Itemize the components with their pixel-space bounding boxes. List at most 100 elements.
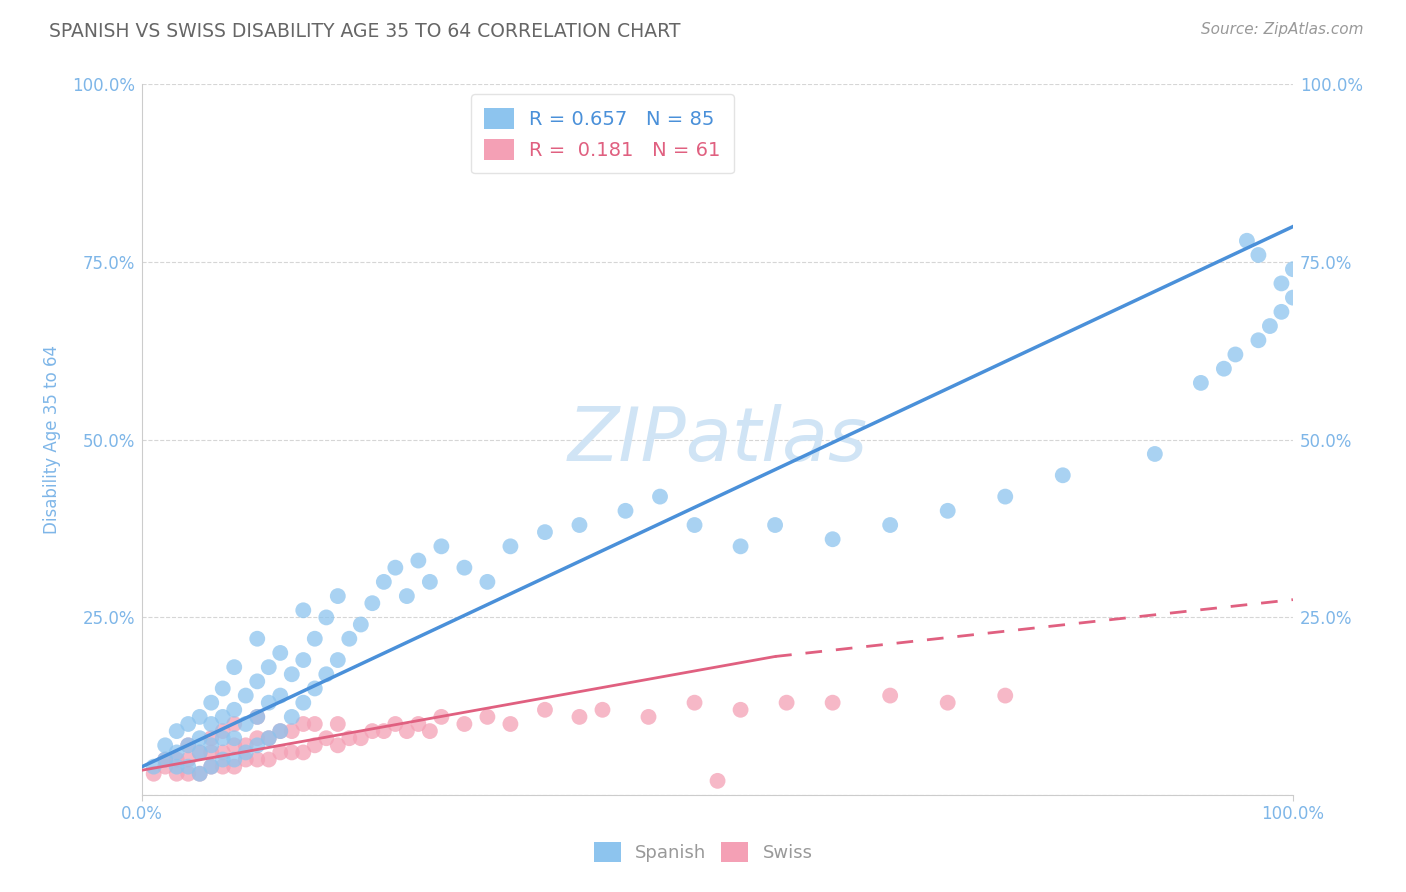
Point [408, 553, 430, 567]
Point [408, 717, 430, 731]
Point [211, 710, 233, 724]
Point [200, 731, 222, 746]
Point [936, 504, 959, 518]
Point [1143, 447, 1166, 461]
Point [1189, 376, 1212, 390]
Point [763, 518, 786, 533]
Point [142, 759, 165, 773]
Point [281, 667, 304, 681]
Text: Source: ZipAtlas.com: Source: ZipAtlas.com [1201, 22, 1364, 37]
Point [592, 703, 614, 717]
Point [269, 724, 291, 739]
Point [730, 703, 752, 717]
Point [395, 724, 418, 739]
Point [419, 724, 441, 739]
Point [166, 724, 188, 739]
Point [373, 724, 395, 739]
Point [292, 746, 315, 760]
Point [246, 710, 269, 724]
Point [200, 759, 222, 773]
Point [153, 759, 176, 773]
Point [326, 739, 349, 753]
Point [269, 746, 291, 760]
Point [224, 660, 246, 674]
Point [568, 710, 591, 724]
Point [683, 518, 706, 533]
Point [224, 739, 246, 753]
Point [177, 739, 200, 753]
Point [224, 752, 246, 766]
Point [269, 689, 291, 703]
Point [257, 731, 280, 746]
Point [211, 724, 233, 739]
Text: SPANISH VS SWISS DISABILITY AGE 35 TO 64 CORRELATION CHART: SPANISH VS SWISS DISABILITY AGE 35 TO 64… [49, 22, 681, 41]
Point [246, 752, 269, 766]
Point [453, 717, 475, 731]
Point [1225, 347, 1247, 361]
Point [177, 752, 200, 766]
Point [257, 696, 280, 710]
Point [337, 731, 360, 746]
Point [821, 696, 844, 710]
Point [166, 759, 188, 773]
Point [246, 632, 269, 646]
Point [337, 632, 360, 646]
Point [821, 533, 844, 547]
Point [224, 703, 246, 717]
Point [281, 746, 304, 760]
Point [1212, 361, 1234, 376]
Point [395, 589, 418, 603]
Point [1258, 319, 1281, 334]
Point [200, 759, 222, 773]
Point [292, 603, 315, 617]
Point [246, 731, 269, 746]
Point [304, 632, 326, 646]
Point [235, 717, 257, 731]
Point [166, 766, 188, 780]
Point [188, 731, 211, 746]
Point [224, 717, 246, 731]
Point [188, 746, 211, 760]
Point [224, 759, 246, 773]
Point [246, 739, 269, 753]
Point [142, 766, 165, 780]
Point [637, 710, 659, 724]
Point [315, 610, 337, 624]
Point [153, 739, 176, 753]
Point [269, 724, 291, 739]
Point [188, 766, 211, 780]
Point [304, 739, 326, 753]
Point [1282, 262, 1305, 277]
Point [257, 752, 280, 766]
Y-axis label: Disability Age 35 to 64: Disability Age 35 to 64 [44, 345, 60, 534]
Point [499, 539, 522, 553]
Point [292, 717, 315, 731]
Point [326, 653, 349, 667]
Point [153, 752, 176, 766]
Point [534, 703, 557, 717]
Legend: Spanish, Swiss: Spanish, Swiss [586, 835, 820, 870]
Point [304, 717, 326, 731]
Point [683, 696, 706, 710]
Point [879, 518, 901, 533]
Point [177, 739, 200, 753]
Point [879, 689, 901, 703]
Point [384, 717, 406, 731]
Point [200, 717, 222, 731]
Point [188, 746, 211, 760]
Point [361, 596, 384, 610]
Point [188, 710, 211, 724]
Point [614, 504, 637, 518]
Point [269, 646, 291, 660]
Point [350, 731, 373, 746]
Point [775, 696, 797, 710]
Text: ZIPatlas: ZIPatlas [568, 404, 868, 475]
Point [326, 717, 349, 731]
Point [534, 525, 557, 540]
Point [430, 539, 453, 553]
Point [235, 739, 257, 753]
Point [246, 674, 269, 689]
Point [211, 731, 233, 746]
Point [292, 653, 315, 667]
Legend: R = 0.657   N = 85, R =  0.181   N = 61: R = 0.657 N = 85, R = 0.181 N = 61 [471, 95, 734, 174]
